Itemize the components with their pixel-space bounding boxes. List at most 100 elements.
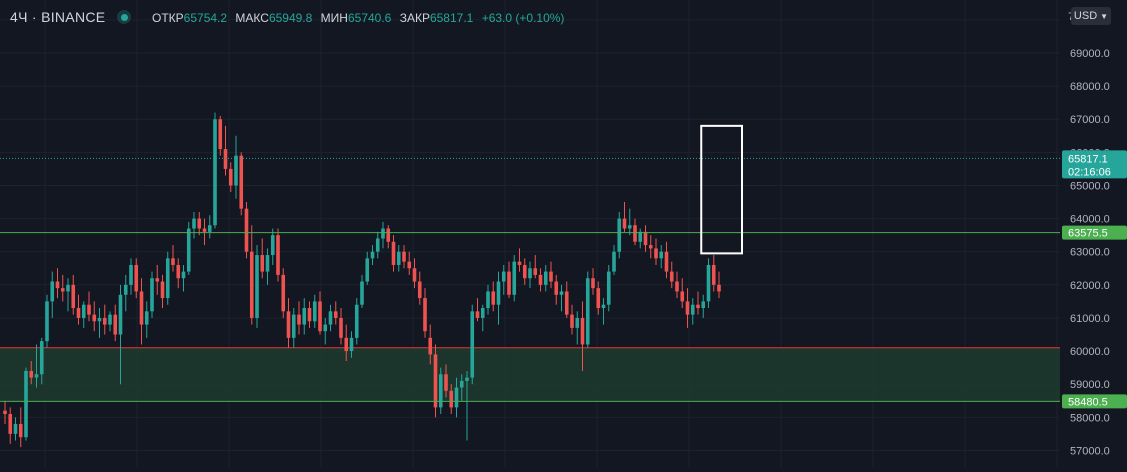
candle[interactable] (412, 258, 417, 289)
candle[interactable] (501, 264, 506, 295)
candle[interactable] (87, 291, 91, 322)
candle[interactable] (218, 115, 223, 156)
candle[interactable] (717, 271, 721, 299)
candle[interactable] (643, 225, 648, 252)
level-price-tag[interactable] (1062, 225, 1127, 240)
candle[interactable] (685, 288, 690, 328)
candle[interactable] (55, 268, 60, 299)
candle[interactable] (3, 400, 7, 424)
candle[interactable] (186, 221, 191, 275)
candle[interactable] (475, 298, 480, 322)
candle[interactable] (507, 261, 511, 299)
candle[interactable] (444, 364, 448, 398)
candle[interactable] (664, 241, 669, 279)
candle[interactable] (381, 221, 385, 249)
candle[interactable] (543, 264, 548, 292)
candle[interactable] (360, 274, 364, 309)
candle[interactable] (92, 301, 97, 332)
candle[interactable] (108, 311, 112, 332)
candle[interactable] (423, 288, 427, 338)
candle[interactable] (428, 324, 433, 365)
candle[interactable] (701, 294, 706, 318)
candle[interactable] (612, 245, 616, 275)
candle[interactable] (512, 255, 517, 302)
candle[interactable] (8, 407, 13, 444)
candle[interactable] (386, 225, 391, 249)
candle[interactable] (575, 311, 580, 345)
candle[interactable] (39, 337, 44, 385)
candle[interactable] (244, 202, 249, 259)
candle[interactable] (517, 248, 522, 272)
interval-label[interactable]: 4Ч (10, 9, 28, 25)
candle[interactable] (470, 304, 475, 385)
candle[interactable] (260, 238, 265, 279)
candle[interactable] (134, 258, 139, 299)
candle[interactable] (45, 294, 49, 348)
candle[interactable] (596, 281, 601, 315)
candle[interactable] (318, 291, 322, 335)
candle[interactable] (554, 274, 559, 305)
candle[interactable] (66, 278, 70, 312)
candle[interactable] (391, 235, 396, 272)
candle[interactable] (549, 261, 553, 289)
candle[interactable] (302, 298, 307, 335)
support-zone[interactable] (0, 347, 1060, 402)
candle[interactable] (123, 274, 128, 312)
candle[interactable] (144, 301, 149, 338)
candle[interactable] (328, 304, 333, 332)
candle[interactable] (150, 271, 154, 318)
candle[interactable] (396, 245, 401, 272)
candle[interactable] (533, 255, 538, 279)
candle[interactable] (18, 407, 23, 448)
candle[interactable] (496, 271, 501, 325)
candle[interactable] (538, 268, 543, 292)
candle[interactable] (255, 245, 259, 328)
candle[interactable] (297, 301, 301, 335)
candle[interactable] (580, 301, 585, 371)
candle[interactable] (449, 384, 454, 415)
candle[interactable] (155, 264, 160, 295)
candle[interactable] (370, 245, 375, 265)
candle[interactable] (622, 202, 627, 232)
candle[interactable] (223, 125, 228, 176)
candle[interactable] (118, 284, 123, 385)
candle[interactable] (270, 228, 275, 265)
candle[interactable] (323, 317, 328, 345)
candle[interactable] (349, 331, 354, 358)
candle[interactable] (71, 274, 76, 315)
candle[interactable] (207, 215, 212, 239)
candle[interactable] (438, 367, 443, 415)
candle[interactable] (102, 304, 107, 335)
candle[interactable] (139, 278, 144, 345)
candle[interactable] (291, 308, 296, 348)
candle[interactable] (633, 218, 637, 246)
candle[interactable] (213, 112, 217, 229)
candle[interactable] (192, 211, 196, 239)
candle[interactable] (29, 361, 34, 385)
candle[interactable] (564, 281, 569, 318)
candle[interactable] (239, 152, 244, 216)
candle[interactable] (465, 370, 469, 441)
candle[interactable] (24, 367, 28, 441)
candle[interactable] (648, 235, 653, 259)
candle[interactable] (601, 298, 606, 325)
candle[interactable] (81, 301, 86, 328)
candle[interactable] (113, 304, 118, 342)
candle[interactable] (354, 298, 359, 345)
candle[interactable] (265, 248, 270, 285)
symbol-label[interactable]: 4Ч · BINANCE (10, 9, 106, 25)
candle[interactable] (417, 271, 422, 305)
candle[interactable] (486, 284, 490, 315)
candle[interactable] (454, 377, 459, 418)
candle[interactable] (407, 251, 412, 275)
candle[interactable] (13, 417, 18, 441)
candle[interactable] (339, 308, 343, 345)
candle[interactable] (559, 284, 564, 312)
candle[interactable] (570, 304, 574, 335)
candle[interactable] (402, 245, 406, 269)
candle[interactable] (617, 211, 622, 259)
candle[interactable] (591, 268, 595, 295)
candle[interactable] (60, 274, 65, 302)
candle[interactable] (97, 308, 102, 338)
